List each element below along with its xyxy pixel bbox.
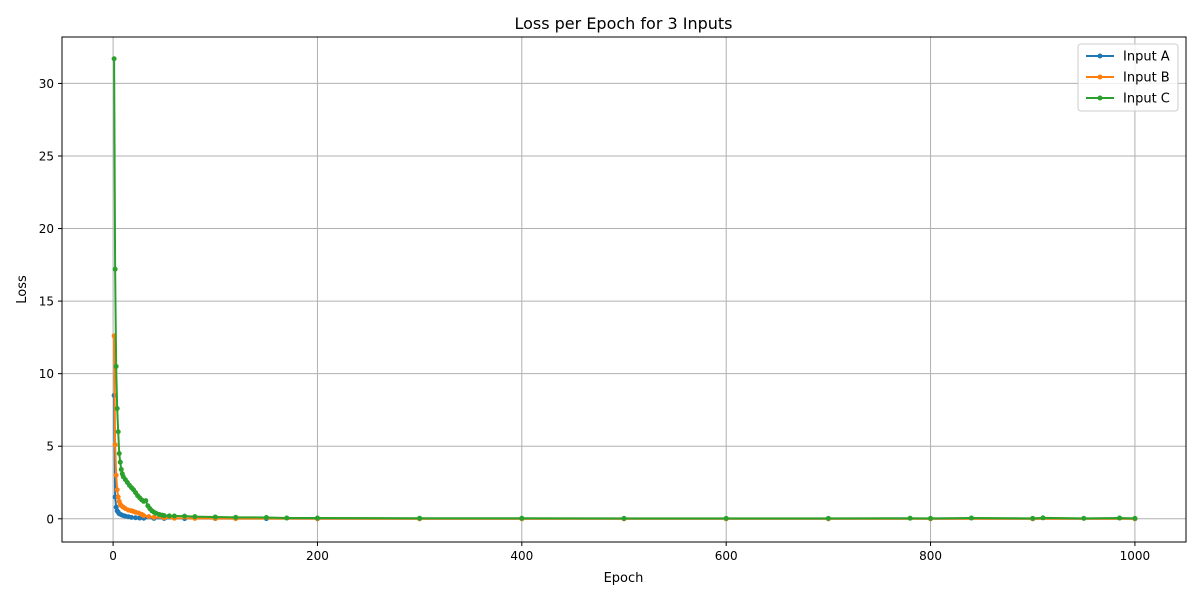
data-point-input-b <box>114 487 120 493</box>
y-tick-label: 10 <box>39 367 54 381</box>
x-tick-label: 800 <box>919 549 942 563</box>
data-point-input-a <box>128 514 134 520</box>
legend-swatch-marker <box>1097 74 1103 80</box>
data-point-input-c <box>519 515 525 521</box>
data-point-input-b <box>115 494 121 500</box>
data-point-input-b <box>151 514 157 520</box>
data-point-input-c <box>263 514 269 520</box>
data-point-input-c <box>1040 515 1046 521</box>
data-point-input-c <box>417 515 423 521</box>
data-point-input-c <box>825 515 831 521</box>
data-point-input-c <box>118 466 124 472</box>
legend-label: Input A <box>1123 50 1170 65</box>
data-point-input-c <box>192 514 198 520</box>
data-point-input-c <box>212 514 218 520</box>
data-point-input-c <box>621 515 627 521</box>
data-point-input-c <box>112 266 118 272</box>
data-point-input-c <box>1081 515 1087 521</box>
data-point-input-c <box>161 513 167 519</box>
data-point-input-c <box>171 513 177 519</box>
data-point-input-c <box>284 515 290 521</box>
data-point-input-b <box>141 513 147 519</box>
x-tick-label: 600 <box>715 549 738 563</box>
x-tick-label: 1000 <box>1120 549 1151 563</box>
y-tick-label: 20 <box>39 222 54 236</box>
data-point-input-b <box>113 472 119 478</box>
legend-box <box>1077 43 1179 112</box>
legend-label: Input C <box>1123 92 1170 107</box>
legend-items: Input A Input B Input C <box>1086 50 1170 107</box>
y-tick-label: 5 <box>46 440 54 454</box>
data-point-input-c <box>723 515 729 521</box>
legend: Input A Input B Input C <box>1077 43 1179 112</box>
data-point-input-c <box>928 515 934 521</box>
y-tick-label: 0 <box>46 512 54 526</box>
y-tick-label: 25 <box>39 149 54 163</box>
x-tick-label: 0 <box>109 549 117 563</box>
legend-swatch-marker <box>1097 53 1103 59</box>
chart-title: Loss per Epoch for 3 Inputs <box>514 14 732 33</box>
y-axis-ticks: 0 5 10 15 20 25 30 <box>39 77 62 526</box>
data-point-input-c <box>968 515 974 521</box>
data-point-input-c <box>1132 515 1138 521</box>
data-point-input-a <box>133 515 139 521</box>
x-tick-label: 400 <box>510 549 533 563</box>
plot-frame <box>61 36 1187 543</box>
data-point-input-c <box>1117 515 1123 521</box>
data-point-input-c <box>116 450 122 456</box>
data-point-input-c <box>1030 515 1036 521</box>
series-layer <box>111 56 1138 522</box>
legend-item-input-c: Input C <box>1086 92 1170 107</box>
y-tick-label: 30 <box>39 77 54 91</box>
data-point-input-c <box>114 405 120 411</box>
data-point-input-c <box>115 429 121 435</box>
x-tick-label: 200 <box>306 549 329 563</box>
data-point-input-c <box>233 514 239 520</box>
data-point-input-a <box>137 515 143 521</box>
data-point-input-b <box>112 442 118 448</box>
data-point-input-c <box>143 498 149 504</box>
legend-item-input-a: Input A <box>1086 50 1170 65</box>
y-axis-label: Loss <box>15 275 30 304</box>
data-point-input-c <box>166 513 172 519</box>
x-axis-ticks: 0 200 400 600 800 1000 <box>109 542 1150 563</box>
data-point-input-c <box>111 56 117 62</box>
data-point-input-c <box>113 363 119 369</box>
data-point-input-b <box>146 514 152 520</box>
legend-label: Input B <box>1123 71 1170 86</box>
data-point-input-c <box>907 515 913 521</box>
data-point-input-c <box>182 513 188 519</box>
y-tick-label: 15 <box>39 295 54 309</box>
data-point-input-c <box>314 515 320 521</box>
legend-swatch-marker <box>1097 95 1103 101</box>
series-input-c <box>111 56 1138 521</box>
data-point-input-c <box>117 459 123 465</box>
x-axis-label: Epoch <box>604 571 644 586</box>
legend-item-input-b: Input B <box>1086 71 1170 86</box>
